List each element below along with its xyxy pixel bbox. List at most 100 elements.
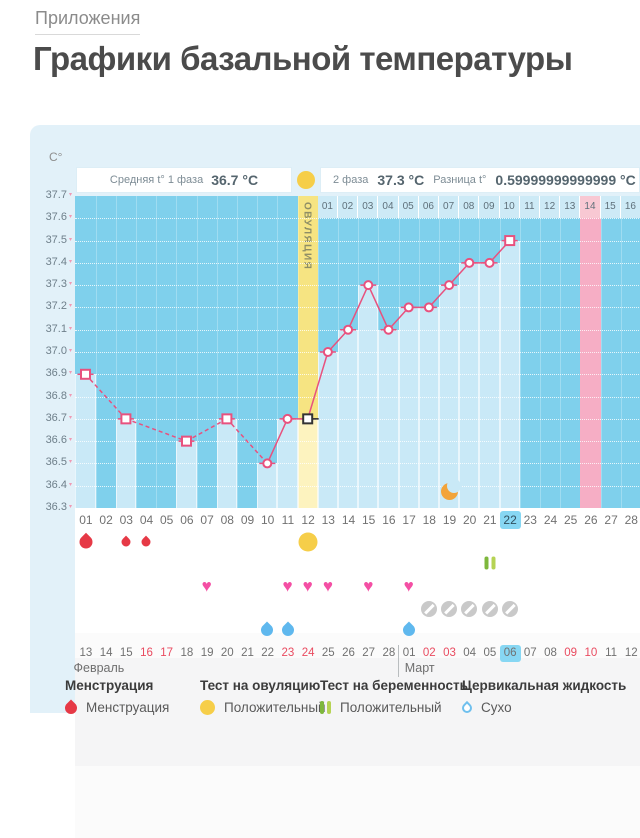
calendar-date[interactable]: 05 bbox=[483, 647, 497, 659]
calendar-date[interactable]: 22 bbox=[261, 647, 275, 659]
data-point[interactable] bbox=[484, 257, 495, 268]
phase2-day-cell[interactable]: 13 bbox=[560, 196, 581, 218]
tick-arrow-icon: ▾ bbox=[68, 236, 72, 243]
data-point[interactable] bbox=[343, 324, 354, 335]
phase2-day-cell[interactable]: 10 bbox=[499, 196, 520, 218]
data-point[interactable] bbox=[363, 280, 374, 291]
menstruation-drop-icon bbox=[139, 535, 153, 549]
calendar-date[interactable]: 21 bbox=[241, 647, 254, 659]
y-axis-tick: 36.9 ▾ bbox=[38, 367, 72, 379]
phase2-day-cell[interactable]: 01 bbox=[317, 196, 338, 218]
cycle-day-number[interactable]: 21 bbox=[483, 513, 497, 527]
cycle-day-number[interactable]: 01 bbox=[79, 513, 93, 527]
calendar-date[interactable]: 25 bbox=[321, 647, 335, 659]
phase2-day-cell[interactable]: 12 bbox=[540, 196, 561, 218]
calendar-date[interactable]: 06 bbox=[499, 645, 521, 662]
calendar-date[interactable]: 18 bbox=[180, 647, 194, 659]
data-point[interactable] bbox=[302, 413, 314, 425]
cycle-day-number[interactable]: 16 bbox=[382, 513, 396, 527]
cycle-day-number[interactable]: 22 bbox=[499, 511, 521, 529]
phase2-day-cell[interactable]: 05 bbox=[398, 196, 419, 218]
cycle-day-number[interactable]: 27 bbox=[604, 513, 618, 527]
diff-value: 0.59999999999999 °C bbox=[495, 172, 636, 188]
month-separator bbox=[398, 645, 399, 677]
data-point[interactable] bbox=[262, 458, 273, 469]
data-point[interactable] bbox=[322, 347, 333, 357]
data-point[interactable] bbox=[504, 235, 516, 247]
calendar-date[interactable]: 26 bbox=[342, 647, 355, 659]
phase2-day-cell[interactable]: 09 bbox=[479, 196, 500, 218]
calendar-date[interactable]: 16 bbox=[140, 647, 153, 659]
data-point[interactable] bbox=[80, 368, 91, 380]
calendar-date[interactable]: 24 bbox=[301, 647, 315, 659]
cycle-day-number[interactable]: 24 bbox=[543, 513, 558, 527]
calendar-date[interactable]: 10 bbox=[584, 647, 598, 659]
y-axis-tick: 37.3 ▾ bbox=[38, 278, 72, 290]
calendar-date[interactable]: 20 bbox=[220, 647, 234, 659]
legend-item-label: Положительный bbox=[224, 700, 326, 715]
cycle-day-number[interactable]: 19 bbox=[442, 513, 457, 527]
cycle-day-number[interactable]: 11 bbox=[281, 513, 295, 527]
phase2-day-cell[interactable]: 07 bbox=[439, 196, 460, 218]
phase2-day-cell[interactable]: 03 bbox=[358, 196, 379, 218]
calendar-date[interactable]: 01 bbox=[402, 647, 416, 659]
cycle-day-number[interactable]: 15 bbox=[362, 513, 376, 527]
cycle-day-number[interactable]: 25 bbox=[564, 513, 578, 527]
phase2-day-cell[interactable]: 11 bbox=[519, 196, 540, 218]
cycle-day-number[interactable]: 05 bbox=[160, 513, 174, 527]
data-point[interactable] bbox=[282, 413, 293, 424]
phase2-day-cell[interactable]: 15 bbox=[600, 196, 621, 218]
calendar-date[interactable]: 15 bbox=[119, 647, 133, 659]
phase2-day-cell[interactable]: 08 bbox=[459, 196, 480, 218]
calendar-date[interactable]: 11 bbox=[605, 647, 618, 659]
breadcrumb-link[interactable]: Приложения bbox=[35, 8, 141, 35]
data-point[interactable] bbox=[221, 413, 233, 425]
calendar-date[interactable]: 03 bbox=[443, 647, 456, 659]
calendar-date[interactable]: 08 bbox=[544, 647, 557, 659]
calendar-date[interactable]: 14 bbox=[99, 647, 113, 659]
cycle-day-number[interactable]: 02 bbox=[99, 513, 113, 527]
calendar-date[interactable]: 23 bbox=[281, 647, 295, 659]
cycle-day-number[interactable]: 17 bbox=[402, 513, 416, 527]
phase2-day-cell[interactable]: 14 bbox=[580, 196, 601, 218]
phase2-day-cell[interactable]: 06 bbox=[418, 196, 439, 218]
cycle-day-number[interactable]: 06 bbox=[180, 513, 194, 527]
calendar-date[interactable]: 02 bbox=[422, 647, 436, 659]
tick-arrow-icon: ▾ bbox=[68, 392, 72, 399]
data-point[interactable] bbox=[464, 257, 475, 268]
calendar-date[interactable]: 19 bbox=[200, 647, 214, 659]
cycle-day-number[interactable]: 03 bbox=[119, 513, 133, 527]
calendar-date[interactable]: 13 bbox=[79, 647, 93, 659]
cycle-day-number[interactable]: 14 bbox=[341, 513, 356, 527]
cycle-day-number[interactable]: 07 bbox=[200, 513, 214, 527]
cycle-day-number[interactable]: 04 bbox=[139, 513, 154, 527]
y-axis-tick-value: 36.4 bbox=[45, 478, 67, 491]
calendar-date[interactable]: 27 bbox=[362, 647, 376, 659]
symbol-cell bbox=[119, 535, 133, 549]
cycle-day-number[interactable]: 09 bbox=[240, 513, 255, 527]
data-point[interactable] bbox=[403, 302, 414, 313]
data-point[interactable] bbox=[383, 324, 394, 335]
phase2-day-cell[interactable]: 02 bbox=[338, 196, 359, 218]
cycle-day-number[interactable]: 20 bbox=[463, 513, 477, 527]
phase2-day-cell[interactable]: 04 bbox=[378, 196, 399, 218]
cycle-day-number[interactable]: 12 bbox=[301, 513, 315, 527]
data-point[interactable] bbox=[423, 302, 434, 313]
calendar-date[interactable]: 12 bbox=[624, 647, 638, 659]
calendar-date[interactable]: 28 bbox=[382, 647, 396, 659]
data-point[interactable] bbox=[181, 435, 192, 447]
cycle-day-number[interactable]: 18 bbox=[422, 513, 436, 527]
data-point[interactable] bbox=[444, 280, 455, 291]
cycle-day-number[interactable]: 28 bbox=[624, 513, 638, 527]
cycle-day-number[interactable]: 10 bbox=[261, 513, 275, 527]
calendar-date[interactable]: 04 bbox=[463, 647, 477, 659]
data-point[interactable] bbox=[120, 413, 132, 425]
cycle-day-number[interactable]: 23 bbox=[523, 513, 537, 527]
calendar-date[interactable]: 07 bbox=[523, 647, 537, 659]
cycle-day-number[interactable]: 26 bbox=[584, 513, 598, 527]
cycle-day-number[interactable]: 08 bbox=[220, 513, 234, 527]
cycle-day-number[interactable]: 13 bbox=[321, 513, 335, 527]
legend-title: Тест на овуляцию bbox=[200, 678, 321, 693]
calendar-date[interactable]: 17 bbox=[160, 647, 174, 659]
calendar-date[interactable]: 09 bbox=[564, 647, 578, 659]
